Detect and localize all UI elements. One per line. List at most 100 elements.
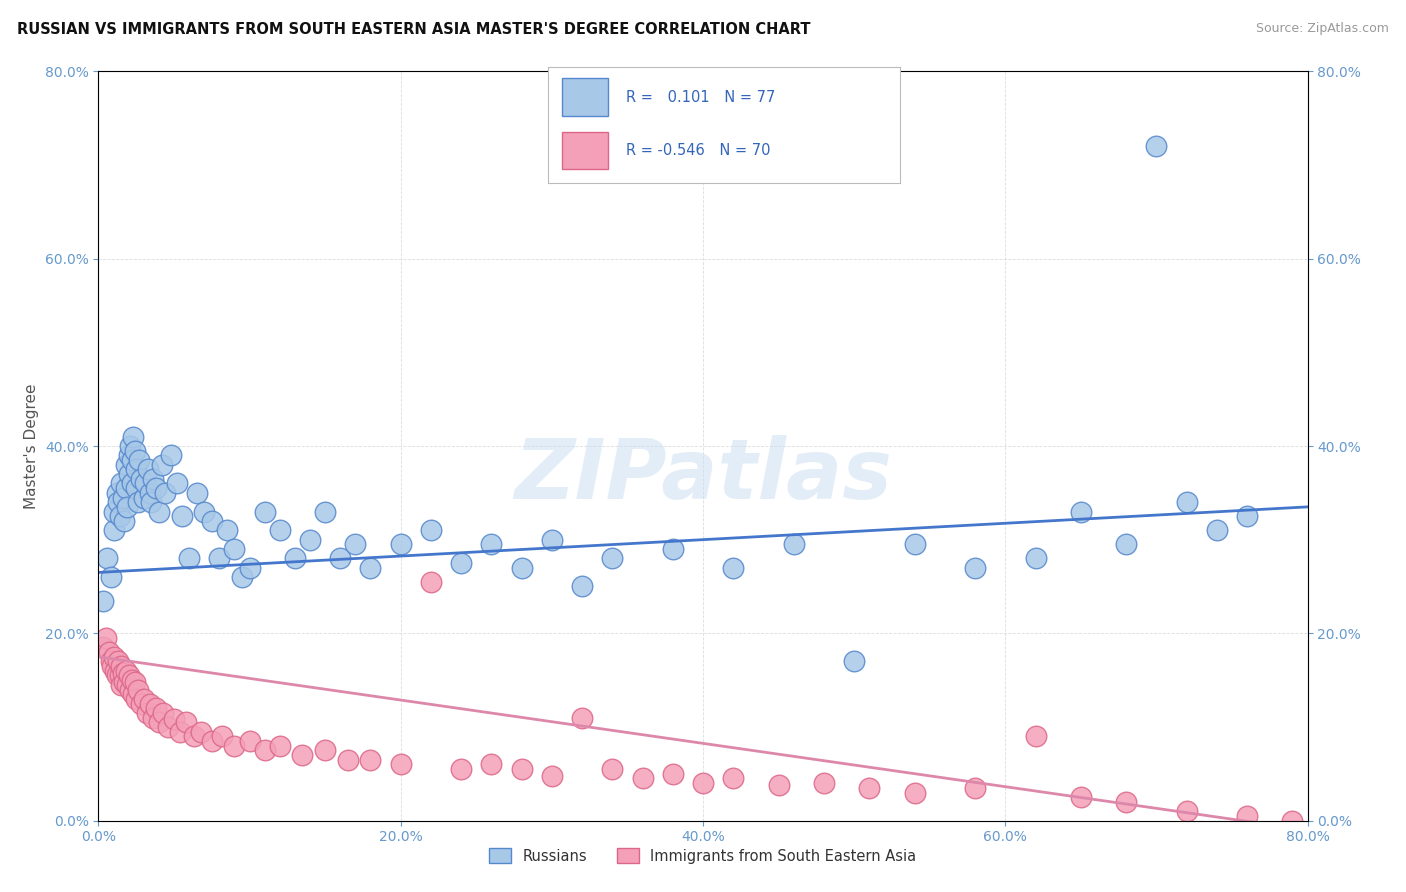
Point [156,720,179,734]
Point [128,453,150,467]
Point [858,780,880,795]
Point [118,449,141,463]
Point [141,495,163,509]
Point [186,486,208,500]
Point [129,472,152,486]
Point [120,682,142,697]
Point [169,724,191,739]
Point [96,551,118,566]
Point [723,772,745,786]
Point [571,580,593,594]
Point [110,476,132,491]
Point [201,734,224,748]
Point [118,467,141,482]
Point [661,767,683,781]
Point [110,659,132,673]
Point [121,453,143,467]
Point [163,713,186,727]
Point [166,476,188,491]
Point [224,542,246,557]
Point [1115,537,1137,551]
Point [844,655,866,669]
Point [291,747,314,762]
Point [136,462,159,476]
Point [139,697,162,711]
Point [965,780,987,795]
Point [103,649,125,664]
Point [121,476,143,491]
Point [965,561,987,575]
Point [510,561,533,575]
Point [122,687,145,701]
Point [224,739,246,753]
Bar [562,132,609,169]
Text: ZIPatlas: ZIPatlas [515,435,891,516]
Point [360,561,382,575]
Point [540,533,562,547]
Point [193,505,215,519]
Point [132,692,155,706]
Point [125,692,148,706]
Point [124,675,146,690]
Point [100,655,122,669]
Point [112,675,135,690]
Point [571,710,593,724]
Point [450,556,472,570]
Point [91,640,114,655]
Point [783,537,806,551]
Point [360,753,382,767]
Point [540,769,562,783]
Y-axis label: Master's Degree: Master's Degree [24,384,39,508]
Point [115,678,138,692]
Point [190,724,212,739]
Point [115,500,138,514]
Point [239,561,262,575]
Point [231,570,253,584]
Point [1024,730,1046,744]
Point [127,682,149,697]
Point [103,524,125,538]
Point [1175,805,1198,819]
Point [481,757,503,772]
Point [723,561,745,575]
Point [1070,505,1092,519]
Point [253,505,276,519]
Point [103,505,125,519]
Point [602,551,624,566]
Point [127,495,149,509]
Point [98,645,121,659]
Point [1070,790,1092,805]
Point [314,505,336,519]
Point [120,439,142,453]
Point [148,505,170,519]
Point [118,668,141,682]
Text: Source: ZipAtlas.com: Source: ZipAtlas.com [1256,22,1389,36]
Point [813,776,835,790]
Point [389,757,412,772]
Point [142,472,165,486]
Point [1175,495,1198,509]
Point [768,778,790,792]
Point [1144,139,1167,153]
Point [153,486,176,500]
Point [239,734,262,748]
Point [129,697,152,711]
Text: RUSSIAN VS IMMIGRANTS FROM SOUTH EASTERN ASIA MASTER'S DEGREE CORRELATION CHART: RUSSIAN VS IMMIGRANTS FROM SOUTH EASTERN… [17,22,810,37]
Point [105,486,128,500]
Point [105,668,128,682]
Point [101,659,124,673]
Point [121,673,143,688]
Point [135,706,157,720]
Point [344,537,367,551]
Point [170,509,193,524]
Point [111,665,134,680]
Point [420,574,443,589]
Point [112,514,135,528]
Point [145,701,167,715]
Point [1236,509,1258,524]
Point [269,739,291,753]
Point [100,570,122,584]
Point [183,730,205,744]
Point [107,495,129,509]
Point [1024,551,1046,566]
